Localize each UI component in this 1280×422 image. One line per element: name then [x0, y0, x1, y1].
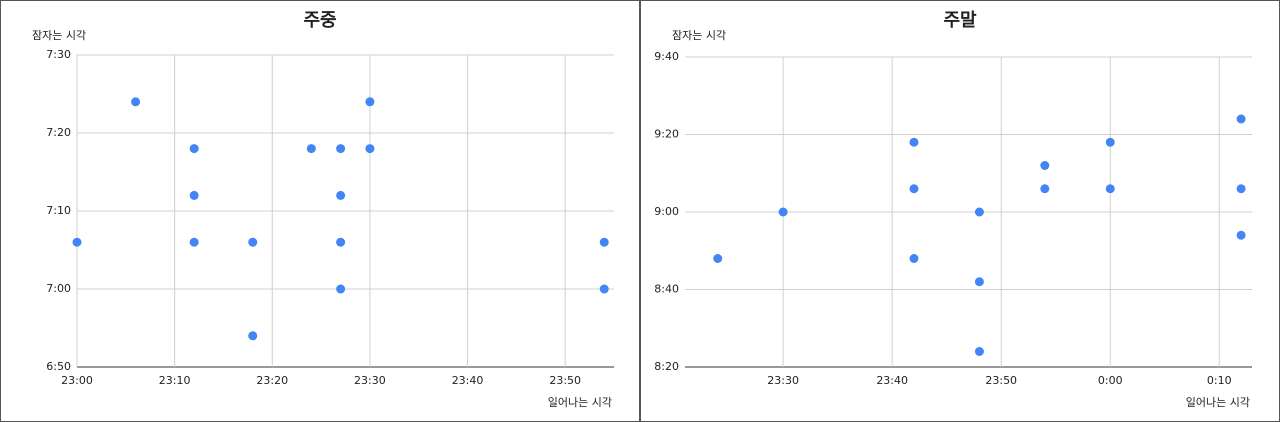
- point: [189, 190, 199, 200]
- x-tick-label: 23:20: [256, 374, 288, 387]
- point: [336, 237, 346, 247]
- chart-title: 주말: [943, 10, 977, 31]
- point: [909, 137, 919, 147]
- point: [1236, 184, 1246, 194]
- y-tick-label: 7:20: [46, 126, 71, 139]
- point: [713, 254, 723, 263]
- x-tick-label: 23:40: [876, 374, 908, 387]
- point: [306, 144, 316, 154]
- point: [336, 144, 346, 154]
- point: [909, 254, 919, 263]
- x-tick-label: 23:50: [549, 374, 581, 387]
- y-tick-label: 7:00: [46, 282, 71, 295]
- y-tick-label: 6:50: [46, 360, 71, 373]
- point: [1236, 230, 1246, 240]
- point: [336, 284, 346, 294]
- y-tick-label: 7:10: [46, 204, 71, 217]
- point: [131, 97, 141, 107]
- y-tick-label: 7:30: [46, 48, 71, 61]
- y-tick-label: 9:20: [654, 128, 679, 141]
- point: [1040, 161, 1050, 170]
- point: [1105, 184, 1115, 194]
- x-tick-label: 23:10: [159, 374, 191, 387]
- point: [974, 207, 984, 217]
- y-tick-label: 9:40: [654, 50, 679, 63]
- y-tick-label: 8:20: [654, 360, 679, 373]
- point: [599, 284, 609, 294]
- x-tick-label: 0:00: [1098, 374, 1123, 387]
- point: [1040, 184, 1050, 194]
- x-tick-label: 23:00: [61, 374, 93, 387]
- point: [72, 237, 82, 247]
- x-axis-label: 일어나는 시각: [1186, 395, 1250, 409]
- y-axis-label: 잠자는 시각: [672, 29, 726, 42]
- x-axis-label: 일어나는 시각: [548, 395, 612, 409]
- point: [248, 331, 258, 341]
- point: [909, 184, 919, 194]
- x-tick-label: 23:30: [354, 374, 386, 387]
- point: [365, 144, 375, 154]
- point: [1105, 137, 1115, 147]
- point: [189, 144, 199, 154]
- point: [189, 237, 199, 247]
- point: [1236, 114, 1246, 124]
- y-tick-label: 9:00: [654, 205, 679, 218]
- point: [778, 207, 788, 217]
- point: [974, 277, 984, 287]
- point: [974, 347, 984, 356]
- point: [365, 97, 375, 107]
- x-tick-label: 23:50: [985, 374, 1017, 387]
- y-tick-label: 8:40: [654, 283, 679, 296]
- x-tick-label: 0:10: [1207, 374, 1232, 387]
- chart-title: 주중: [303, 10, 336, 31]
- panel: [640, 0, 1280, 422]
- point: [336, 190, 346, 200]
- point: [599, 237, 609, 247]
- y-axis-label: 잠자는 시각: [32, 29, 86, 42]
- point: [248, 237, 258, 247]
- x-tick-label: 23:30: [767, 374, 799, 387]
- x-tick-label: 23:40: [452, 374, 484, 387]
